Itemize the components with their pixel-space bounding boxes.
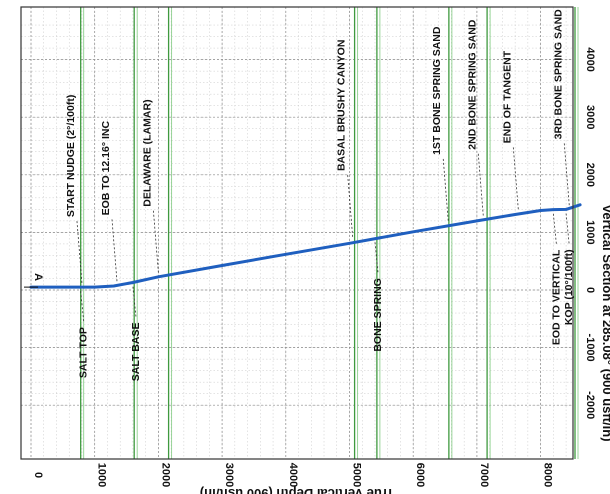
- annotation-label: EOB TO 12.16° INC: [100, 121, 112, 216]
- vs-tick-label: -2000: [584, 391, 596, 419]
- vs-tick-label: -1000: [584, 334, 596, 362]
- annotation-leader: [132, 286, 137, 317]
- annotation-label: 2ND BONE SPRING SAND: [466, 19, 478, 150]
- tvd-tick-label: 4000: [287, 463, 299, 487]
- vs-tick-label: 3000: [584, 105, 596, 129]
- annotation-label: SALT BASE: [130, 323, 142, 382]
- tvd-tick-label: 1000: [96, 463, 108, 487]
- annotation-labels: START NUDGE (2°/100ft) EOB TO 12.16° INC D…: [65, 9, 575, 381]
- vs-tick-labels: -2000 -1000 0 1000 2000 3000 4000: [584, 47, 596, 419]
- tvd-tick-label: 3000: [223, 463, 235, 487]
- annotation-label: SALT TOP: [78, 327, 90, 378]
- annotation-leader: [552, 213, 557, 244]
- vs-tick-label: 1000: [584, 220, 596, 244]
- annotation-label: BONE SPRING: [372, 278, 384, 352]
- tvd-tick-label: 8000: [542, 463, 554, 487]
- annotation-leader: [80, 291, 85, 322]
- annotation-label: 3RD BONE SPRING SAND: [552, 9, 564, 140]
- tvd-tick-labels: 0 1000 2000 3000 4000 5000 6000 7000 8000: [32, 463, 554, 487]
- annotation-label: DELAWARE (LAMAR): [141, 99, 153, 206]
- annotation-leaders: [76, 143, 570, 322]
- vs-axis-title: Vertical Section at 285.08° (900 usft/in…: [600, 204, 610, 441]
- annotation-leader: [565, 213, 570, 244]
- start-marker-label: A: [32, 273, 44, 281]
- tvd-tick-label: 0: [32, 472, 44, 478]
- trajectory-series: [29, 203, 582, 289]
- annotation-label: KOP (10°/100ft): [563, 249, 575, 325]
- annotation-label: BASAL BRUSHY CANYON: [336, 40, 348, 171]
- tvd-tick-label: 2000: [159, 463, 171, 487]
- formation-lines: [80, 7, 579, 459]
- annotation-leader: [374, 242, 379, 273]
- annotation-label: START NUDGE (2°/100ft): [65, 95, 77, 217]
- plot-frame: [20, 6, 574, 460]
- vs-tick-label: 0: [584, 287, 596, 293]
- markers: A: [24, 273, 44, 288]
- trajectory-line: [29, 203, 582, 289]
- annotation-label: EOD TO VERTICAL: [550, 249, 562, 345]
- tvd-tick-label: 7000: [478, 463, 490, 487]
- vs-tick-label: 4000: [584, 47, 596, 71]
- tvd-axis-title: True Vertical Depth (900 usft/in): [200, 486, 394, 494]
- tvd-tick-label: 5000: [351, 463, 363, 487]
- annotation-label: END OF TANGENT: [501, 50, 513, 143]
- annotation-label: 1ST BONE SPRING SAND: [431, 26, 443, 155]
- tvd-tick-label: 6000: [414, 463, 426, 487]
- vs-tick-label: 2000: [584, 163, 596, 187]
